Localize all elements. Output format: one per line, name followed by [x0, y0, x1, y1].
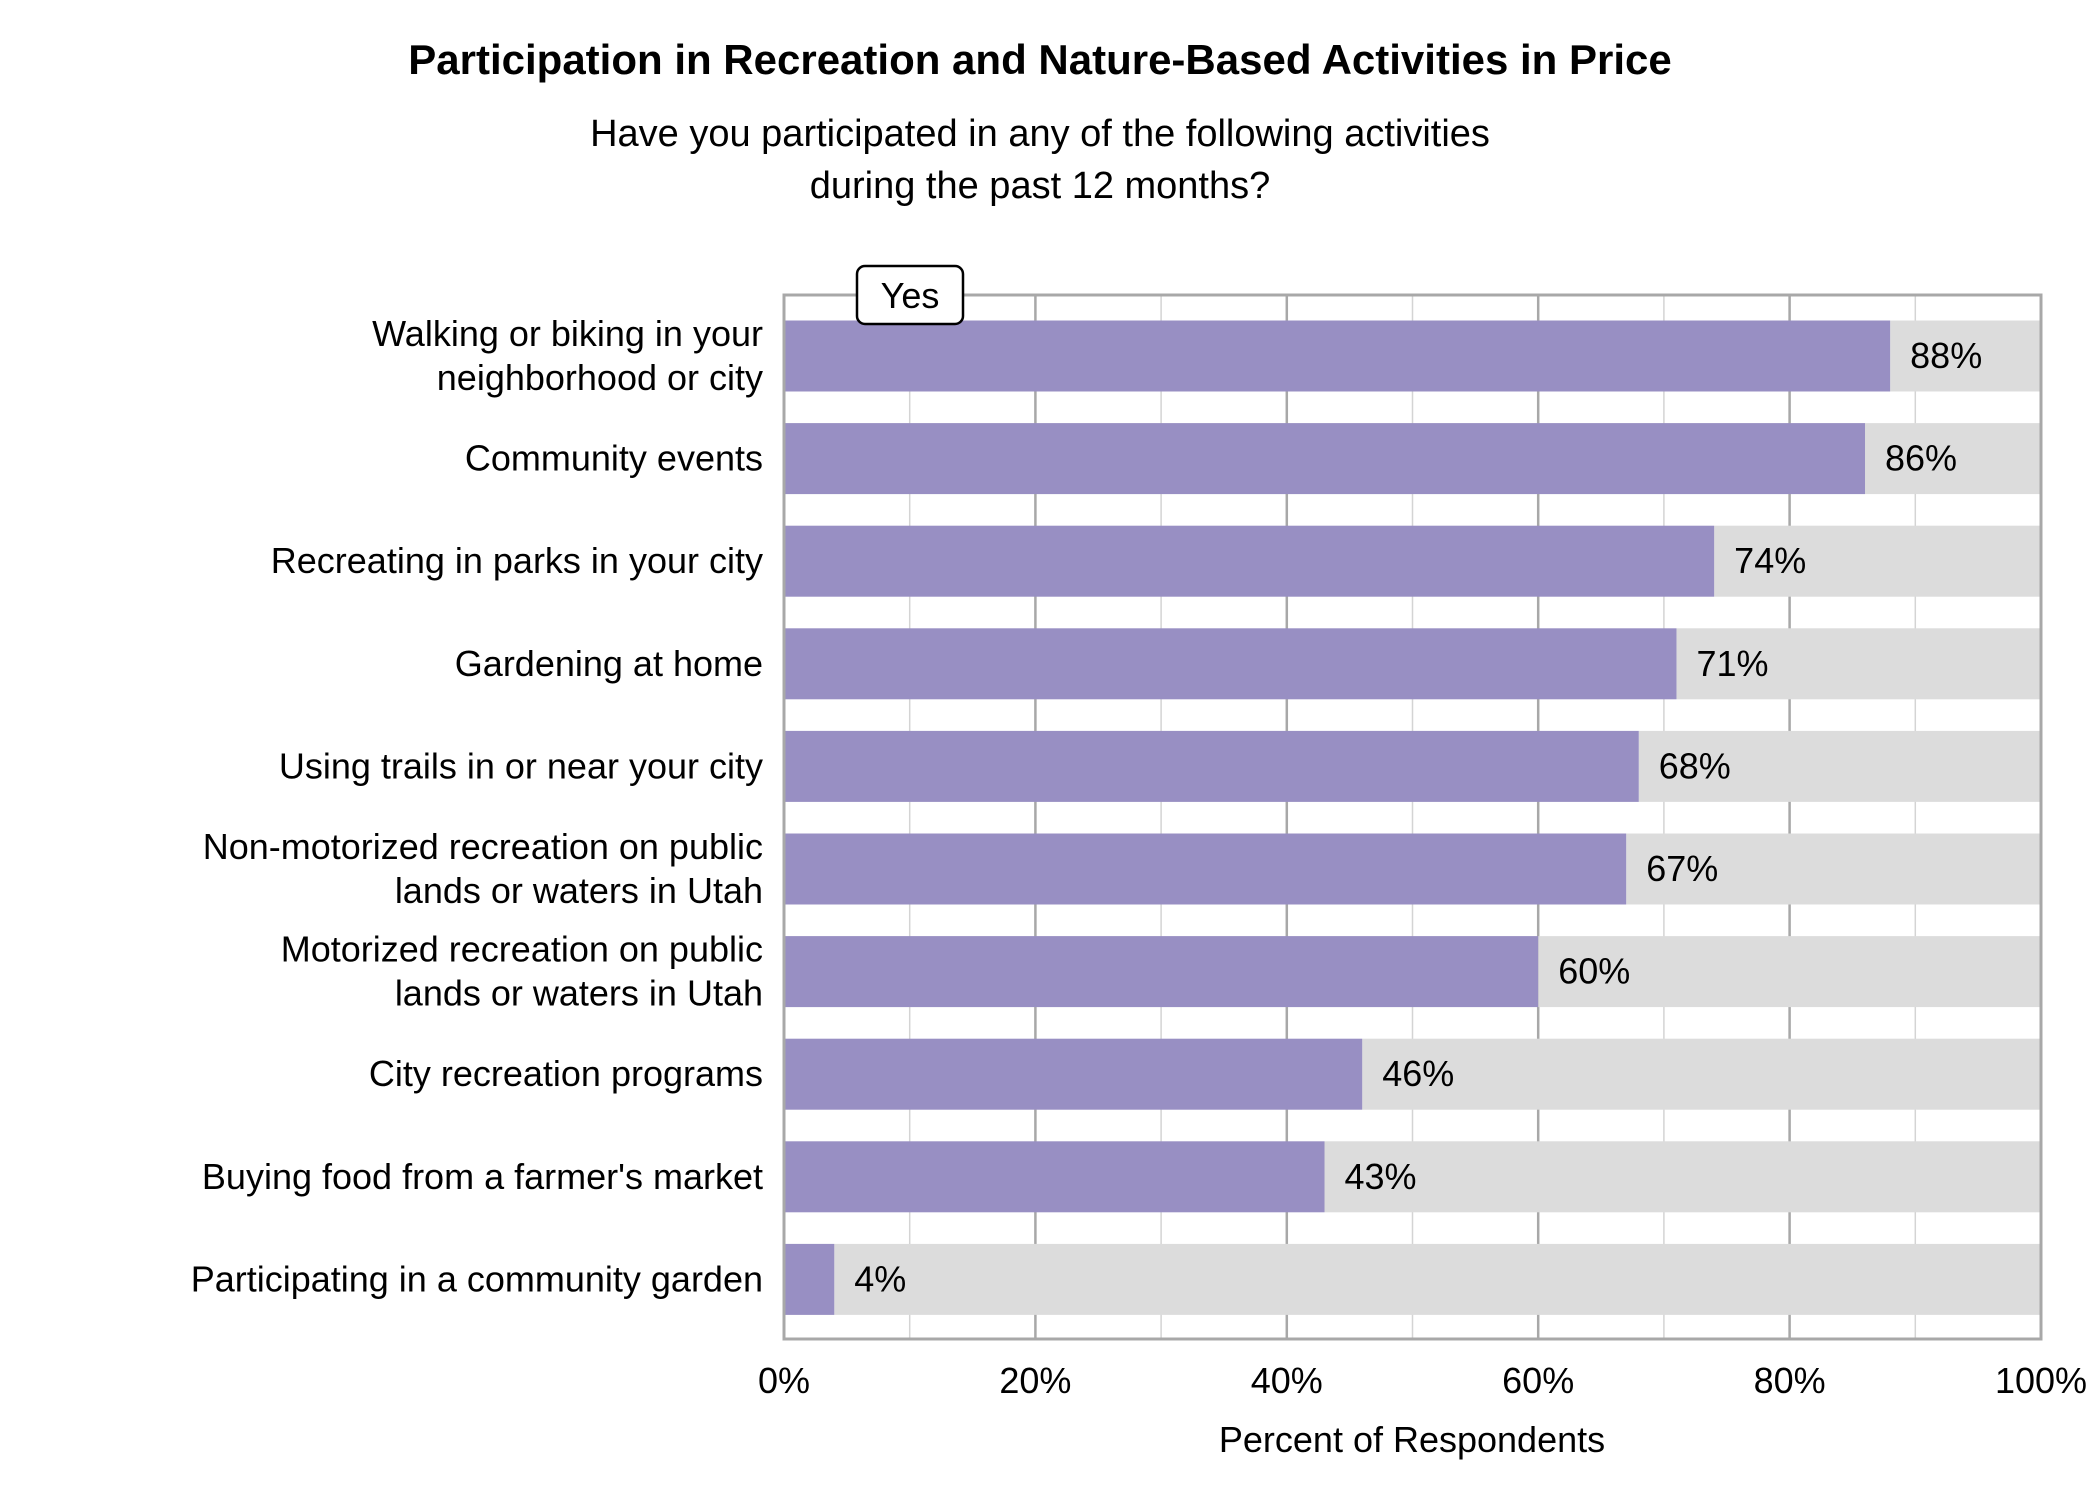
- category-label: Gardening at home: [455, 643, 763, 684]
- x-tick-label: 80%: [1754, 1360, 1826, 1401]
- bar-remainder: [1324, 1141, 2041, 1213]
- data-label: 71%: [1696, 643, 1768, 684]
- data-label: 68%: [1659, 745, 1731, 786]
- data-label: 4%: [854, 1258, 906, 1299]
- bar-yes: [784, 730, 1639, 802]
- x-tick-label: 40%: [1251, 1360, 1323, 1401]
- bar-remainder: [1714, 525, 2041, 597]
- legend-box: [855, 264, 965, 326]
- category-label: neighborhood or city: [437, 357, 763, 398]
- legend: Yes: [855, 264, 965, 326]
- x-tick-labels: 0% 20% 40% 60% 80% 100%: [758, 1360, 2087, 1401]
- bar-remainder: [1626, 833, 2041, 905]
- category-label: lands or waters in Utah: [395, 870, 763, 911]
- chart-subtitle-line-2: during the past 12 months?: [810, 165, 1271, 207]
- data-label: 67%: [1646, 848, 1718, 889]
- category-label: Motorized recreation on public: [281, 929, 763, 970]
- chart-subtitle-line-1: Have you participated in any of the foll…: [590, 113, 1490, 155]
- bar-yes: [784, 1141, 1325, 1213]
- bar-yes: [784, 936, 1539, 1008]
- bar-yes: [784, 423, 1866, 495]
- legend-label-yes: Yes: [881, 275, 940, 316]
- bars: 88% 86% 74% 71% 68% 67% 60% 46% 43% 4%: [784, 320, 2041, 1315]
- data-label: 74%: [1734, 540, 1806, 581]
- bar-yes: [784, 833, 1627, 905]
- data-label: 86%: [1885, 438, 1957, 479]
- chart-title: Participation in Recreation and Nature-B…: [408, 36, 1671, 83]
- x-tick-label: 20%: [999, 1360, 1071, 1401]
- category-label: Using trails in or near your city: [279, 745, 763, 786]
- x-tick-label: 100%: [1995, 1360, 2087, 1401]
- x-tick-label: 0%: [758, 1360, 810, 1401]
- category-label: Buying food from a farmer's market: [202, 1156, 763, 1197]
- plot-frame: [782, 293, 2043, 1341]
- category-label: Community events: [465, 438, 763, 479]
- x-tick-label: 60%: [1502, 1360, 1574, 1401]
- category-label: Walking or biking in your: [372, 313, 763, 354]
- category-label: lands or waters in Utah: [395, 973, 763, 1014]
- bar-remainder: [1638, 730, 2041, 802]
- bar-remainder: [1362, 1038, 2041, 1110]
- category-label: Recreating in parks in your city: [271, 540, 763, 581]
- bar-yes: [784, 1038, 1363, 1110]
- bar-remainder: [1890, 320, 2041, 392]
- category-label: Participating in a community garden: [191, 1258, 763, 1299]
- bar-remainder: [1538, 936, 2041, 1008]
- bar-yes: [784, 1243, 835, 1315]
- data-label: 43%: [1345, 1156, 1417, 1197]
- x-axis-label: Percent of Respondents: [1219, 1419, 1605, 1460]
- category-label: Non-motorized recreation on public: [203, 826, 763, 867]
- data-label: 60%: [1558, 951, 1630, 992]
- bar-remainder: [1865, 423, 2041, 495]
- bar-remainder: [834, 1243, 2041, 1315]
- category-label: City recreation programs: [369, 1053, 763, 1094]
- bar-yes: [784, 525, 1715, 597]
- data-label: 46%: [1382, 1053, 1454, 1094]
- bar-yes: [784, 320, 1891, 392]
- bar-remainder: [1676, 628, 2041, 700]
- bar-yes: [784, 628, 1677, 700]
- data-label: 88%: [1910, 335, 1982, 376]
